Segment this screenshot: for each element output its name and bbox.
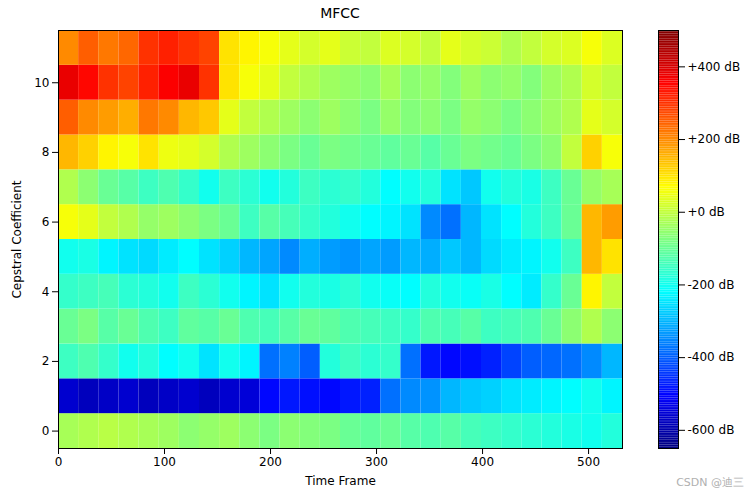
svg-text:-200 dB: -200 dB [688,278,735,292]
svg-text:10: 10 [34,76,49,90]
svg-text:100: 100 [153,455,176,469]
svg-text:Cepstral Coefficient: Cepstral Coefficient [10,180,24,298]
svg-text:0: 0 [42,424,50,438]
svg-text:+0 dB: +0 dB [688,205,725,219]
svg-text:500: 500 [577,455,600,469]
svg-text:+400 dB: +400 dB [688,60,741,74]
svg-text:+200 dB: +200 dB [688,132,741,146]
html-text:CSDN @迪三: CSDN @迪三 [676,476,744,489]
html-text:MFCC: MFCC [320,5,360,21]
svg-text:2: 2 [42,354,50,368]
svg-text:0: 0 [55,455,63,469]
svg-text:4: 4 [42,285,50,299]
svg-text:400: 400 [471,455,494,469]
svg-text:-600 dB: -600 dB [688,423,735,437]
svg-text:6: 6 [42,215,50,229]
svg-text:300: 300 [365,455,388,469]
svg-text:-400 dB: -400 dB [688,350,735,364]
svg-text:Time Frame: Time Frame [304,474,376,488]
svg-text:200: 200 [259,455,282,469]
svg-text:8: 8 [42,145,50,159]
